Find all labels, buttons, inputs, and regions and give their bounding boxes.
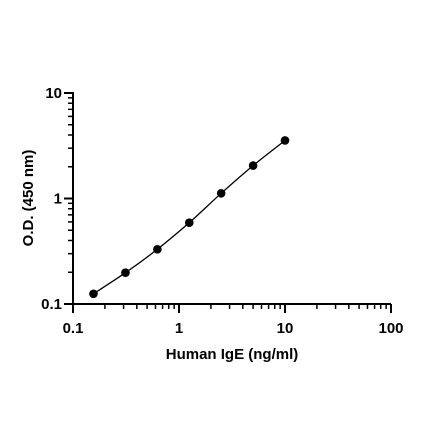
x-axis-title: Human IgE (ng/ml) [166, 346, 299, 363]
data-point [216, 189, 226, 198]
data-point [184, 218, 194, 227]
data-point [121, 268, 130, 278]
data-point [280, 136, 290, 145]
data-point [89, 289, 98, 299]
minor-ticks [68, 97, 387, 309]
data-points [89, 136, 290, 299]
data-point [153, 244, 162, 254]
y-axis-title: O.D. (450 nm) [20, 150, 37, 247]
major-ticks [64, 92, 392, 313]
y-tick-label: 1 [54, 191, 62, 208]
data-point [248, 161, 258, 170]
x-tick-label: 10 [277, 320, 294, 337]
x-tick-label: 100 [378, 320, 403, 337]
x-tick-label: 0.1 [63, 320, 84, 337]
y-tick-label: 10 [45, 85, 62, 102]
x-tick-labels: 0.1 1 10 100 [63, 320, 404, 337]
y-tick-labels: 0.1 1 10 [41, 85, 62, 313]
x-tick-label: 1 [175, 320, 183, 337]
y-tick-label: 0.1 [41, 296, 62, 313]
